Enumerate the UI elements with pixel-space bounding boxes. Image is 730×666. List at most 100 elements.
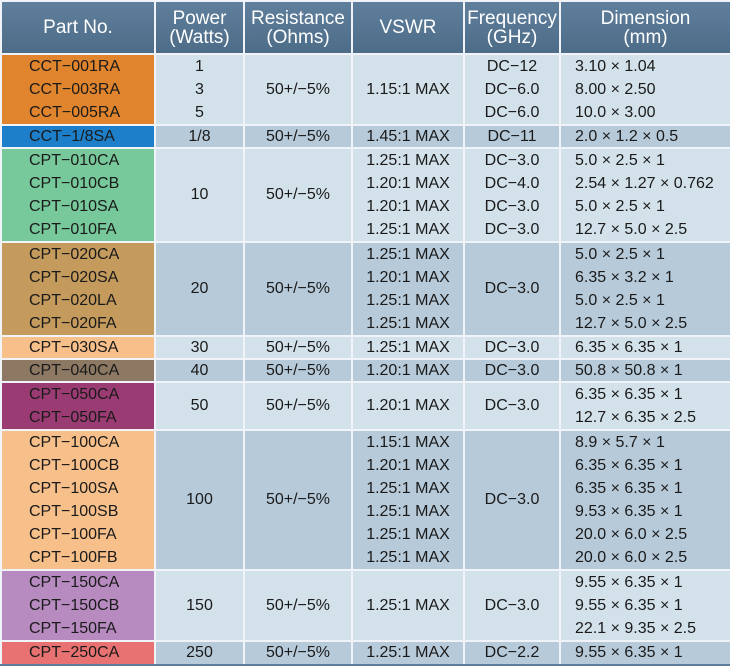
frequency-cell: DC−11 [465,126,559,147]
frequency-cell: DC−3.0 [465,337,559,358]
dimension-cell: 12.7 × 6.35 × 2.5 [561,406,730,429]
vswr-cell: 1.15:1 MAX [353,431,463,454]
power-cell: 30 [156,337,243,358]
header-dimension: Dimension (mm) [561,2,730,53]
dimension-cell: 12.7 × 5.0 × 2.5 [561,312,730,335]
vswr-cell: 1.25:1 MAX [353,243,463,266]
resistance-cell: 50+/−5% [245,431,351,569]
power-cell: 250 [156,642,243,664]
resistance-cell: 50+/−5% [245,360,351,381]
power-cell: 20 [156,243,243,335]
dimension-cell: 50.8 × 50.8 × 1 [561,360,730,381]
power-cell: 40 [156,360,243,381]
vswr-cell: 1.25:1 MAX [353,642,463,664]
dimension-cell: 22.1 × 9.35 × 2.5 [561,617,730,640]
dimension-cell: 9.53 × 6.35 × 1 [561,500,730,523]
part-number: CPT−150FA [2,617,154,640]
frequency-cell: DC−2.2 [465,642,559,664]
part-number: CPT−010SA [2,195,154,218]
dimension-cell: 2.0 × 1.2 × 0.5 [561,126,730,147]
part-number: CCT−001RA [2,55,154,78]
part-number: CPT−050FA [2,406,154,429]
frequency-cell: DC−3.0 [465,360,559,381]
dimension-cell: 12.7 × 5.0 × 2.5 [561,218,730,241]
header-power: Power (Watts) [156,2,243,53]
power-cell: 1 [156,55,243,78]
part-number: CPT−050CA [2,383,154,406]
dimension-cell: 6.35 × 6.35 × 1 [561,477,730,500]
power-cell: 100 [156,431,243,569]
vswr-cell: 1.25:1 MAX [353,218,463,241]
part-number: CPT−020FA [2,312,154,335]
dimension-cell: 9.55 × 6.35 × 1 [561,594,730,617]
vswr-cell: 1.20:1 MAX [353,383,463,429]
power-cell: 150 [156,571,243,640]
dimension-cell: 6.35 × 6.35 × 1 [561,383,730,406]
part-number: CPT−150CA [2,571,154,594]
resistance-cell: 50+/−5% [245,149,351,241]
dimension-cell: 20.0 × 6.0 × 2.5 [561,546,730,569]
vswr-cell: 1.25:1 MAX [353,500,463,523]
dimension-cell: 6.35 × 6.35 × 1 [561,337,730,358]
part-number: CPT−100SB [2,500,154,523]
part-number: CCT−003RA [2,78,154,101]
dimension-cell: 5.0 × 2.5 × 1 [561,243,730,266]
header-part-no: Part No. [2,2,154,53]
resistance-cell: 50+/−5% [245,642,351,664]
frequency-cell: DC−3.0 [465,383,559,429]
vswr-cell: 1.25:1 MAX [353,546,463,569]
vswr-cell: 1.20:1 MAX [353,360,463,381]
resistance-cell: 50+/−5% [245,571,351,640]
vswr-cell: 1.45:1 MAX [353,126,463,147]
part-number: CPT−010FA [2,218,154,241]
dimension-cell: 5.0 × 2.5 × 1 [561,195,730,218]
vswr-cell: 1.25:1 MAX [353,312,463,335]
vswr-cell: 1.25:1 MAX [353,571,463,640]
vswr-cell: 1.20:1 MAX [353,172,463,195]
dimension-cell: 6.35 × 6.35 × 1 [561,454,730,477]
part-number: CPT−100FA [2,523,154,546]
dimension-cell: 5.0 × 2.5 × 1 [561,149,730,172]
resistance-cell: 50+/−5% [245,383,351,429]
vswr-cell: 1.20:1 MAX [353,195,463,218]
dimension-cell: 9.55 × 6.35 × 1 [561,642,730,664]
vswr-cell: 1.25:1 MAX [353,523,463,546]
dimension-cell: 8.00 × 2.50 [561,78,730,101]
power-cell: 50 [156,383,243,429]
resistance-cell: 50+/−5% [245,243,351,335]
vswr-cell: 1.20:1 MAX [353,266,463,289]
dimension-cell: 9.55 × 6.35 × 1 [561,571,730,594]
dimension-cell: 2.54 × 1.27 × 0.762 [561,172,730,195]
dimension-cell: 6.35 × 3.2 × 1 [561,266,730,289]
frequency-cell: DC−3.0 [465,195,559,218]
part-number: CPT−040CA [2,360,154,381]
part-number: CPT−100CA [2,431,154,454]
part-number: CPT−010CA [2,149,154,172]
vswr-cell: 1.25:1 MAX [353,149,463,172]
frequency-cell: DC−4.0 [465,172,559,195]
frequency-cell: DC−3.0 [465,218,559,241]
part-number: CPT−020SA [2,266,154,289]
dimension-cell: 20.0 × 6.0 × 2.5 [561,523,730,546]
header-resistance: Resistance (Ohms) [245,2,351,53]
part-number: CPT−100CB [2,454,154,477]
dimension-cell: 5.0 × 2.5 × 1 [561,289,730,312]
part-number: CPT−100SA [2,477,154,500]
part-number: CPT−100FB [2,546,154,569]
part-number: CPT−020CA [2,243,154,266]
frequency-cell: DC−6.0 [465,101,559,124]
power-cell: 3 [156,78,243,101]
vswr-cell: 1.25:1 MAX [353,337,463,358]
part-number: CPT−020LA [2,289,154,312]
table-bottom-border [0,664,730,666]
header-vswr: VSWR [353,2,463,53]
power-cell: 10 [156,149,243,241]
vswr-cell: 1.15:1 MAX [353,55,463,124]
power-cell: 5 [156,101,243,124]
part-number: CCT−1/8SA [2,126,154,147]
power-cell: 1/8 [156,126,243,147]
dimension-cell: 10.0 × 3.00 [561,101,730,124]
frequency-cell: DC−3.0 [465,243,559,335]
frequency-cell: DC−3.0 [465,571,559,640]
